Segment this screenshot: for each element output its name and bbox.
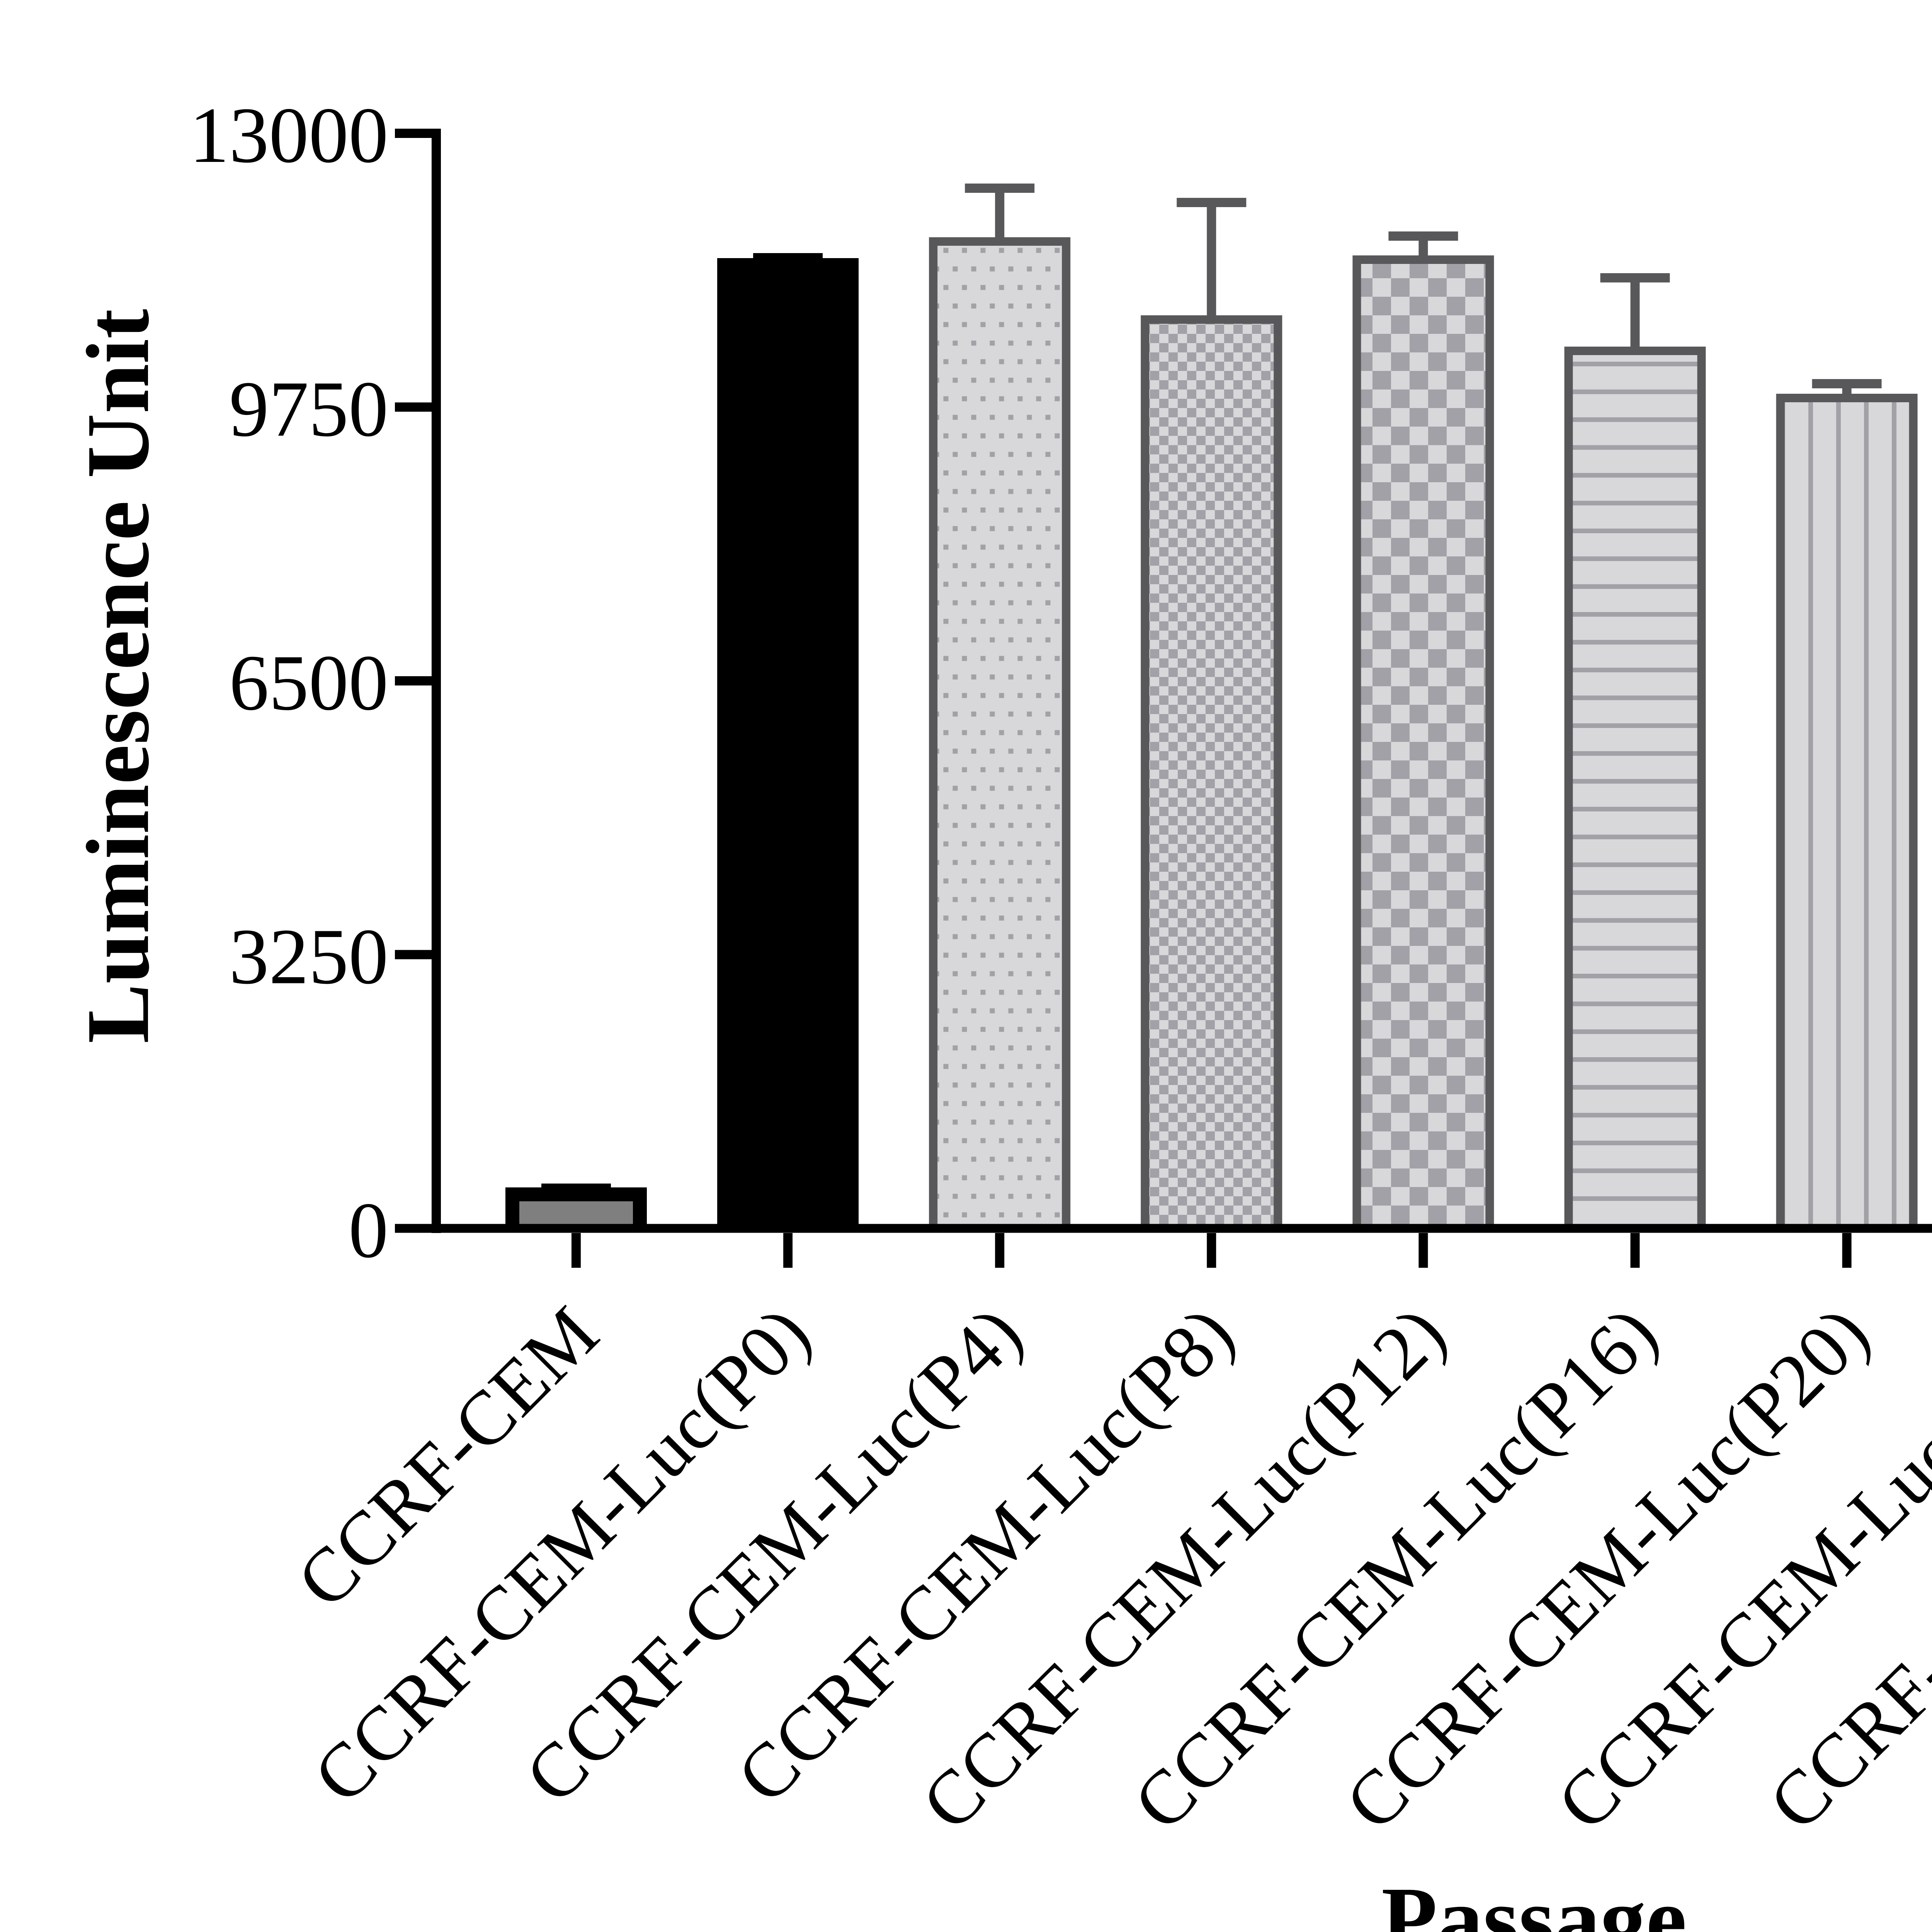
svg-text:6500: 6500 xyxy=(229,638,388,727)
svg-text:Luminescence Unit: Luminescence Unit xyxy=(68,309,168,1044)
svg-text:9750: 9750 xyxy=(229,365,388,453)
svg-text:13000: 13000 xyxy=(189,91,388,179)
svg-text:0: 0 xyxy=(349,1186,388,1274)
svg-text:Passage: Passage xyxy=(1381,1869,1687,1932)
svg-text:3250: 3250 xyxy=(229,912,388,1001)
